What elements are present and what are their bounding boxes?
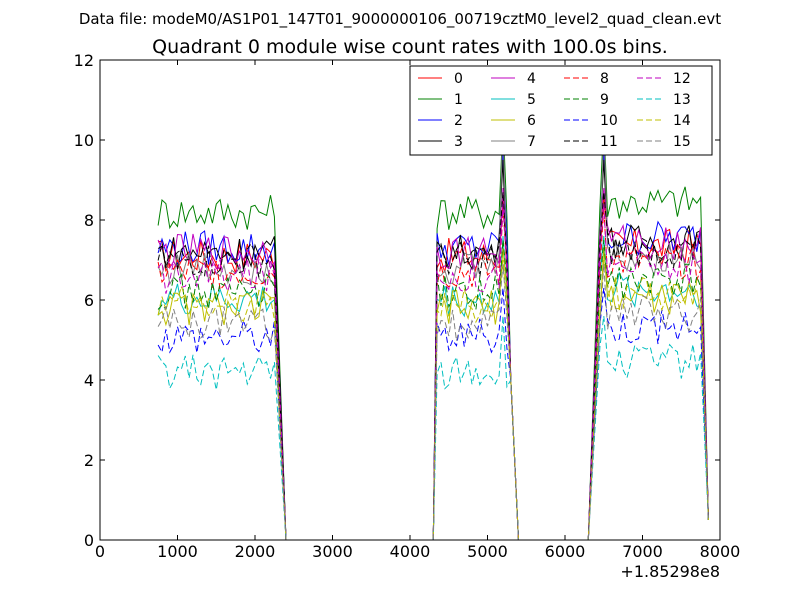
- y-tick-label: 8: [84, 211, 94, 230]
- legend-label-8: 8: [600, 71, 609, 87]
- x-tick-label: 3000: [312, 542, 353, 561]
- legend-label-14: 14: [673, 113, 691, 129]
- series-line-14: [157, 259, 709, 540]
- y-tick-label: 6: [84, 291, 94, 310]
- x-tick-label: 5000: [467, 542, 508, 561]
- legend-label-15: 15: [673, 134, 691, 150]
- series-line-9: [157, 239, 709, 540]
- y-tick-label: 12: [74, 51, 94, 70]
- series-line-2: [157, 147, 709, 540]
- x-tick-label: 1000: [157, 542, 198, 561]
- legend-label-11: 11: [600, 134, 618, 150]
- series-line-6: [157, 247, 709, 540]
- legend-label-9: 9: [600, 92, 609, 108]
- y-tick-label: 4: [84, 371, 94, 390]
- plot-lines: [157, 119, 709, 540]
- x-tick-label: 2000: [235, 542, 276, 561]
- legend-label-10: 10: [600, 113, 618, 129]
- legend-frame: [409, 65, 713, 156]
- series-line-15: [157, 263, 709, 540]
- legend-label-12: 12: [673, 71, 691, 87]
- chart-title: Quadrant 0 module wise count rates with …: [152, 36, 668, 58]
- legend-label-0: 0: [454, 71, 463, 87]
- y-tick-label: 10: [74, 131, 94, 150]
- x-tick-label: 7000: [622, 542, 663, 561]
- series-line-13: [157, 315, 709, 540]
- legend-label-4: 4: [527, 71, 536, 87]
- x-tick-label: 0: [95, 542, 105, 561]
- legend-label-1: 1: [454, 92, 463, 108]
- y-tick-label: 0: [84, 531, 94, 550]
- legend-label-3: 3: [454, 134, 463, 150]
- series-line-3: [157, 159, 709, 540]
- series-line-10: [157, 287, 709, 540]
- chart-suptitle: Data file: modeM0/AS1P01_147T01_90000001…: [79, 10, 721, 29]
- x-tick-label: 4000: [390, 542, 431, 561]
- x-tick-label: 6000: [545, 542, 586, 561]
- x-offset-label: +1.85298e8: [620, 562, 720, 581]
- legend-label-2: 2: [454, 113, 463, 129]
- legend-label-7: 7: [527, 134, 536, 150]
- y-tick-label: 2: [84, 451, 94, 470]
- x-axis: 0 1000 2000 3000 4000 5000 6000 7000 8000: [95, 60, 740, 561]
- series-line-1: [157, 119, 709, 540]
- x-tick-label: 8000: [700, 542, 741, 561]
- legend-label-5: 5: [527, 92, 536, 108]
- legend-label-13: 13: [673, 92, 691, 108]
- legend-label-6: 6: [527, 113, 536, 129]
- series-line-11: [157, 191, 709, 540]
